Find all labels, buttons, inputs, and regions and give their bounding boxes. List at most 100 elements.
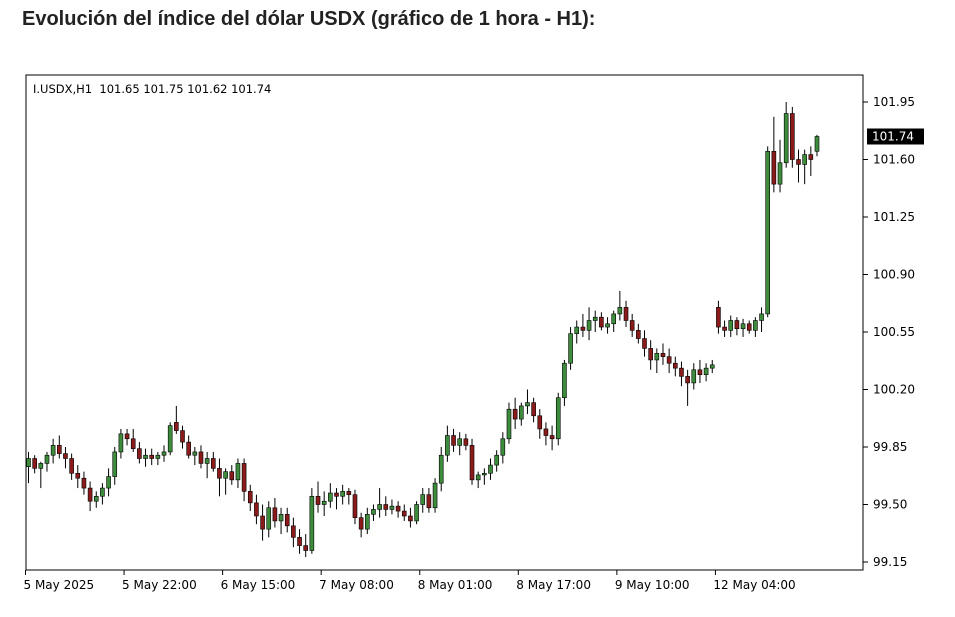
candle [75, 465, 81, 489]
candle [666, 348, 672, 374]
candle-body [420, 494, 426, 505]
candle-body [469, 445, 475, 481]
y-tick-label: 101.60 [873, 153, 915, 167]
candle-body [69, 458, 74, 474]
candle [315, 481, 321, 513]
x-tick-label: 6 May 15:00 [221, 578, 296, 592]
candle [69, 453, 74, 480]
candle [204, 451, 210, 479]
candle [303, 534, 309, 558]
candle [722, 320, 727, 337]
candle [395, 501, 401, 518]
candle [599, 312, 604, 331]
candle-body [703, 367, 709, 376]
y-tick-label: 101.25 [873, 210, 915, 224]
candle [672, 356, 678, 377]
candle [445, 425, 450, 462]
candle-body [100, 487, 105, 497]
candle [814, 134, 820, 157]
candle [309, 488, 315, 554]
candle-body [685, 376, 690, 384]
candle [81, 471, 87, 495]
candle [278, 507, 284, 535]
candle [518, 402, 524, 426]
candle [543, 422, 549, 446]
candle-body [722, 326, 727, 331]
last-price-box [867, 128, 924, 145]
candle [802, 149, 807, 185]
candle [475, 471, 481, 489]
candle [266, 501, 272, 538]
candle-body [457, 438, 463, 446]
candle [346, 488, 352, 505]
candle-body [740, 323, 746, 330]
candle-body [167, 425, 173, 453]
candle [223, 468, 228, 495]
candle [180, 425, 185, 449]
x-axis: 5 May 2025 5 May 22:00 6 May 15:00 7 May 08… [24, 570, 796, 592]
candle [229, 465, 235, 485]
candle-body [414, 504, 419, 522]
candle [106, 468, 111, 497]
candle [291, 517, 296, 548]
y-tick-label: 99.15 [873, 555, 907, 569]
candle-body [574, 326, 580, 334]
candle-body [180, 430, 185, 443]
candle-body [549, 435, 555, 440]
chart-info-bar: I.USDX,H1 101.65 101.75 101.62 101.74 [33, 82, 271, 96]
candle-body [488, 464, 493, 474]
candle [759, 307, 764, 332]
x-tick-label: 5 May 2025 [24, 578, 95, 592]
candle [500, 432, 506, 464]
candle-body [44, 454, 50, 464]
candle [777, 139, 783, 193]
candle-body [802, 154, 807, 165]
candle-body [728, 320, 734, 331]
candle-body [408, 515, 413, 522]
candle-body [765, 150, 771, 315]
candle [44, 451, 50, 472]
candle-body [623, 307, 629, 321]
candle-body [642, 338, 647, 349]
candle-body [130, 438, 136, 449]
candle-body [636, 330, 641, 339]
candle [358, 512, 364, 538]
candle-body [93, 495, 99, 502]
candle-body [352, 494, 358, 518]
candle-body [174, 422, 179, 431]
candle [328, 483, 333, 508]
candle [574, 320, 580, 344]
candle [697, 359, 703, 383]
candle-body [254, 502, 259, 517]
candle-body [672, 362, 678, 369]
candle-body [315, 495, 321, 505]
candle-body [654, 353, 660, 361]
candle-body [266, 507, 272, 530]
candle [174, 405, 179, 434]
candle-body [124, 433, 130, 440]
candle [167, 422, 173, 456]
candle [137, 442, 142, 464]
candle [771, 116, 777, 193]
candle-body [106, 476, 111, 489]
candle [716, 300, 721, 334]
candle-body [223, 471, 228, 479]
x-tick-label: 5 May 22:00 [122, 578, 197, 592]
candle [783, 102, 789, 168]
candle-body [309, 495, 315, 551]
candle-body [260, 515, 265, 530]
candle [753, 317, 758, 337]
candle [734, 317, 740, 336]
candle [537, 409, 543, 439]
candle-body [679, 367, 684, 377]
candle-body [143, 454, 148, 459]
candle [93, 491, 99, 508]
x-tick-label: 12 May 04:00 [713, 578, 795, 592]
candle [124, 428, 130, 446]
candle-body [358, 517, 364, 530]
candle [130, 428, 136, 452]
candle-body [112, 451, 118, 477]
candle [161, 445, 167, 462]
candle-body [438, 454, 444, 484]
candle [728, 315, 734, 337]
